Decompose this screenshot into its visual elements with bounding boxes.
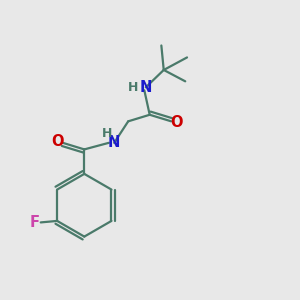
- Text: O: O: [51, 134, 64, 149]
- Text: N: N: [140, 80, 152, 95]
- Text: H: H: [101, 127, 112, 140]
- Text: F: F: [29, 215, 39, 230]
- Text: H: H: [128, 81, 138, 94]
- Text: O: O: [170, 115, 183, 130]
- Text: N: N: [108, 135, 120, 150]
